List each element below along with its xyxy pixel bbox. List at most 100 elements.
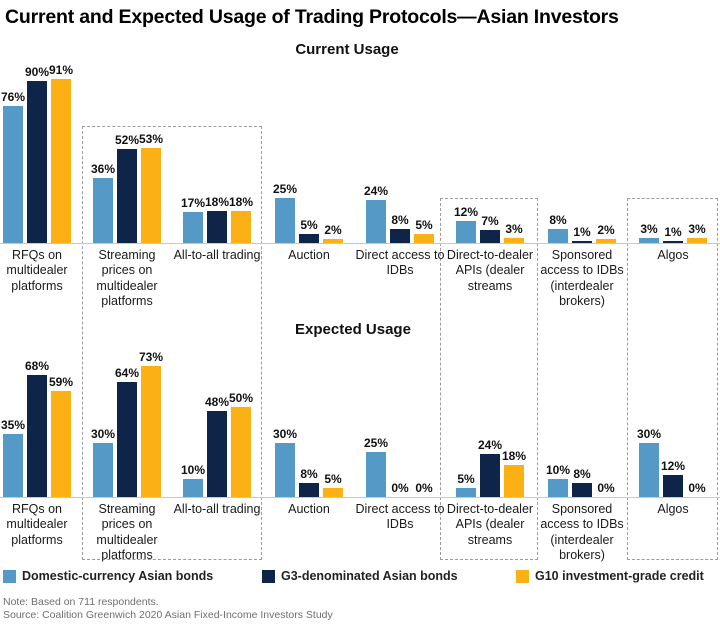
value-label: 24% <box>477 438 503 452</box>
category-label: Sponsored access to IDBs (interdealer br… <box>540 248 624 308</box>
category-label: Algos <box>657 248 689 262</box>
category-label: Auction <box>288 248 330 262</box>
bar <box>456 221 476 243</box>
bar <box>141 148 161 243</box>
bar <box>117 149 137 243</box>
value-label: 2% <box>597 223 615 237</box>
bar <box>231 211 251 243</box>
bar <box>93 443 113 497</box>
value-label: 3% <box>688 222 706 236</box>
source-text: Source: Coalition Greenwich 2020 Asian F… <box>3 609 333 621</box>
category-label: Streaming prices on multidealer platform… <box>96 502 158 562</box>
bar <box>183 479 203 497</box>
value-label: 30% <box>636 427 662 441</box>
value-label: 5% <box>324 472 342 486</box>
category-label: Sponsored access to IDBs (interdealer br… <box>540 502 624 562</box>
bar <box>572 241 592 243</box>
category-label: Direct access to IDBs <box>355 248 445 278</box>
bar <box>596 239 616 243</box>
value-label: 8% <box>573 467 591 481</box>
value-label: 3% <box>505 222 523 236</box>
legend-label: Domestic-currency Asian bonds <box>22 569 214 583</box>
value-label: 5% <box>457 472 475 486</box>
category-label: Streaming prices on multidealer platform… <box>96 248 158 308</box>
bar-plot-current-usage: 76% 36% 17% 25% 24% 12% 8% 3% 90% 52% 18% 5% 8% 7% 1% 1… <box>0 60 720 243</box>
bar <box>207 411 227 497</box>
value-label: 8% <box>549 213 567 227</box>
value-label: 73% <box>138 350 164 364</box>
legend-swatch-icon <box>516 569 529 583</box>
bar <box>504 465 524 497</box>
legend-label: G3-denominated Asian bonds <box>281 569 458 583</box>
bar <box>390 229 410 243</box>
value-label: 0% <box>688 481 706 495</box>
bar <box>231 407 251 497</box>
legend-swatch-icon <box>262 569 275 583</box>
bar <box>3 434 23 497</box>
bar <box>275 198 295 243</box>
bar <box>548 229 568 243</box>
highlight-dashed-box-dealer-apis <box>440 198 538 560</box>
value-label: 2% <box>324 223 342 237</box>
panel-title-current-usage: Current Usage <box>295 41 399 58</box>
note-text: Note: Based on 711 respondents. <box>3 596 159 608</box>
value-label: 30% <box>90 427 116 441</box>
x-axis-labels-current: RFQs on multidealer platforms Streaming p… <box>0 248 720 314</box>
bar <box>323 488 343 497</box>
value-label: 8% <box>300 467 318 481</box>
bar <box>480 454 500 497</box>
legend-item: G3-denominated Asian bonds <box>262 569 458 583</box>
bar <box>548 479 568 497</box>
value-label: 90% <box>24 65 50 79</box>
figure-title: Current and Expected Usage of Trading Pr… <box>5 6 619 28</box>
bar <box>3 106 23 243</box>
bar <box>275 443 295 497</box>
value-label: 53% <box>138 132 164 146</box>
value-label: 30% <box>272 427 298 441</box>
bar <box>51 79 71 243</box>
category-label: Direct access to IDBs <box>355 502 445 532</box>
value-label: 50% <box>228 391 254 405</box>
value-label: 5% <box>415 218 433 232</box>
bar <box>323 239 343 243</box>
bar <box>299 234 319 243</box>
value-label: 12% <box>660 459 686 473</box>
value-label: 10% <box>180 463 206 477</box>
bar <box>572 483 592 497</box>
highlight-dashed-box-algos <box>627 198 718 560</box>
legend-swatch-icon <box>3 569 16 583</box>
category-label: Auction <box>288 502 330 516</box>
panel-title-expected-usage: Expected Usage <box>295 321 411 338</box>
highlight-dashed-box-streaming-alltoall <box>82 126 262 560</box>
value-label: 68% <box>24 359 50 373</box>
category-label: All-to-all trading <box>173 248 261 262</box>
bar <box>27 375 47 497</box>
value-label: 59% <box>48 375 74 389</box>
value-label: 8% <box>391 213 409 227</box>
x-axis-line-expected <box>0 497 720 498</box>
category-label: RFQs on multidealer platforms <box>6 502 68 547</box>
value-label: 24% <box>363 184 389 198</box>
value-label: 76% <box>0 90 26 104</box>
value-label: 1% <box>573 225 591 239</box>
value-label: 7% <box>481 214 499 228</box>
bar <box>366 452 386 497</box>
bar <box>639 238 659 243</box>
value-label: 18% <box>204 195 230 209</box>
bar <box>687 238 707 243</box>
value-label: 12% <box>453 205 479 219</box>
value-label: 18% <box>228 195 254 209</box>
bar <box>299 483 319 497</box>
category-label: Direct-to-dealer APIs (dealer streams <box>446 502 534 547</box>
value-label: 5% <box>300 218 318 232</box>
value-label: 18% <box>501 449 527 463</box>
bar <box>51 391 71 497</box>
value-label: 25% <box>272 182 298 196</box>
legend-item: G10 investment-grade credit <box>516 569 704 583</box>
value-label: 10% <box>545 463 571 477</box>
legend-label: G10 investment-grade credit <box>535 569 704 583</box>
bar <box>663 241 683 243</box>
value-label: 35% <box>0 418 26 432</box>
bar-plot-expected-usage: 35% 30% 10% 30% 25% 5% 10% 30% 68% 64% 48% 8% 0% 24% 8… <box>0 345 720 497</box>
